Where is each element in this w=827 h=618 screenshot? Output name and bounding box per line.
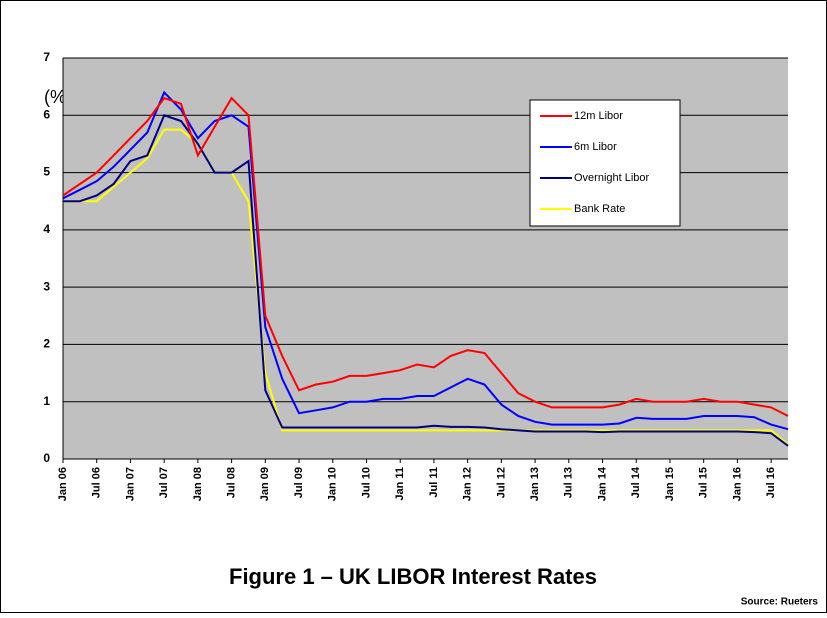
- x-tick-label: Jan 09: [259, 467, 271, 501]
- x-tick-label: Jul 14: [630, 466, 642, 498]
- legend-label: 12m Libor: [574, 110, 623, 122]
- legend-label: 6m Libor: [574, 141, 617, 153]
- x-tick-label: Jul 09: [293, 467, 305, 498]
- x-tick-label: Jul 08: [226, 467, 238, 498]
- x-tick-label: Jul 06: [91, 467, 103, 498]
- series-line: [63, 114, 789, 447]
- y-tick-label: 5: [43, 165, 50, 179]
- x-tick-label: Jan 07: [124, 467, 136, 501]
- x-tick-label: Jan 10: [327, 467, 339, 501]
- x-tick-label: Jul 16: [765, 467, 777, 498]
- legend-box: [529, 99, 681, 227]
- x-tick-label: Jan 12: [462, 467, 474, 501]
- y-tick-label: 0: [43, 451, 50, 465]
- x-tick-label: Jul 13: [563, 467, 575, 498]
- source: Source: Rueters: [741, 597, 819, 608]
- chart-title: Figure 1 – UK LIBOR Interest Rates: [229, 564, 597, 589]
- x-tick-label: Jan 15: [664, 467, 676, 501]
- legend-label: Bank Rate: [574, 203, 625, 215]
- y-tick-label: 6: [43, 107, 50, 121]
- x-tick-label: Jul 15: [698, 467, 710, 498]
- legend-label: Overnight Libor: [574, 172, 650, 184]
- x-tick-label: Jan 08: [192, 467, 204, 501]
- x-tick-label: Jul 07: [158, 467, 170, 498]
- x-tick-label: Jul 10: [360, 467, 372, 498]
- x-tick-label: Jan 16: [731, 467, 743, 501]
- x-tick-label: Jan 13: [529, 467, 541, 501]
- y-tick-label: 2: [43, 337, 50, 351]
- y-tick-label: 3: [43, 279, 50, 293]
- series-line: [63, 128, 789, 446]
- y-tick-label: 4: [43, 222, 50, 236]
- y-tick-label: 1: [43, 394, 50, 408]
- x-tick-label: Jan 06: [57, 467, 69, 501]
- x-tick-label: Jan 14: [596, 466, 608, 501]
- x-tick-label: Jan 11: [394, 467, 406, 501]
- x-tick-label: Jul 11: [428, 467, 440, 498]
- x-tick-label: Jul 12: [495, 467, 507, 498]
- y-tick-label: 7: [43, 50, 50, 64]
- series-line: [62, 96, 789, 417]
